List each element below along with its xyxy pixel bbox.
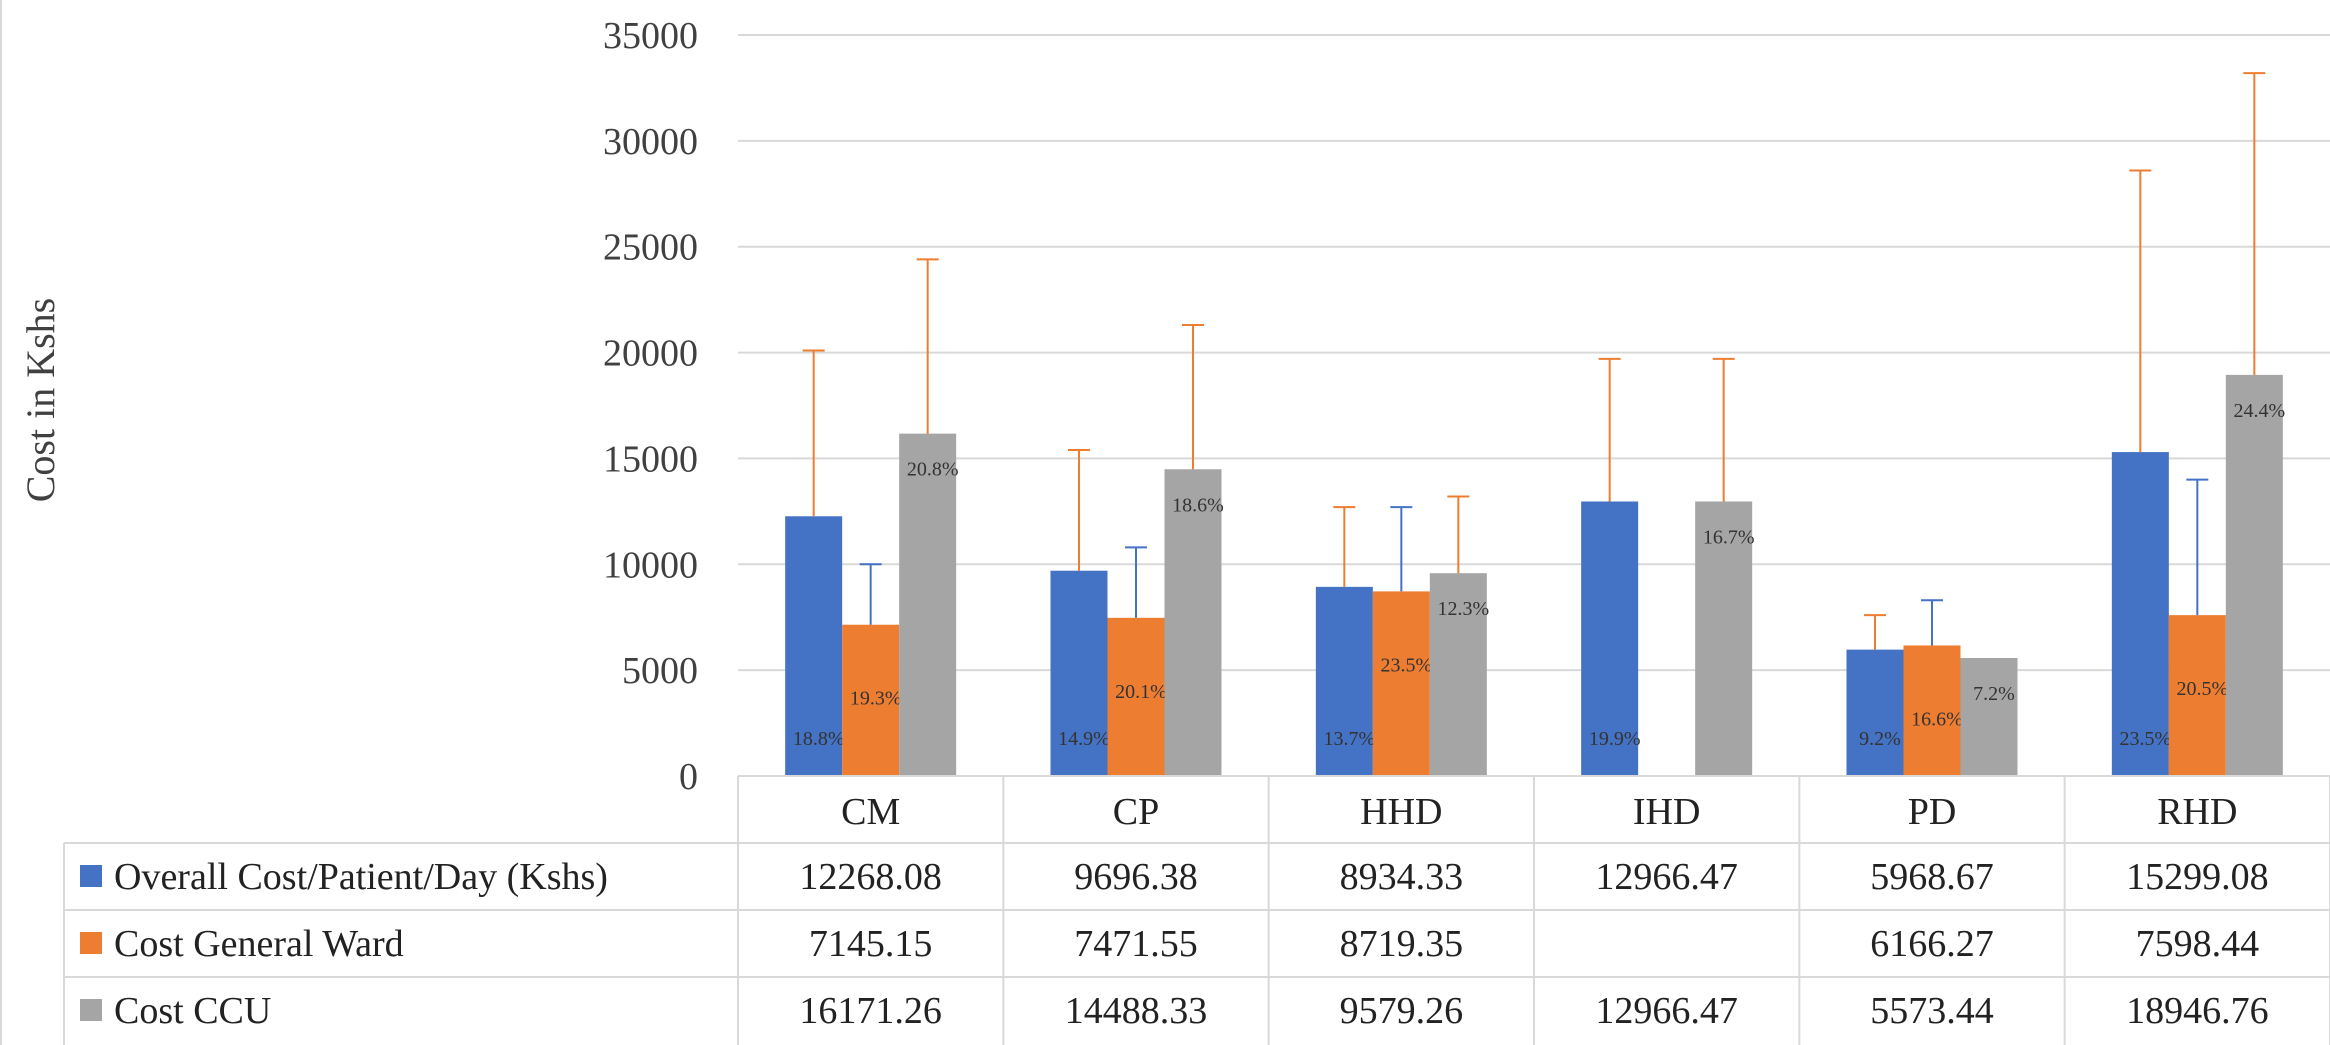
legend-swatch bbox=[80, 865, 102, 887]
table-cell: 6166.27 bbox=[1870, 923, 1994, 965]
table-cell: 9579.26 bbox=[1340, 990, 1464, 1032]
bar-2-rhd bbox=[2168, 615, 2226, 776]
table-cell: 7145.15 bbox=[809, 923, 933, 965]
y-tick-label: 35000 bbox=[603, 15, 698, 57]
bar-1-cm bbox=[785, 516, 843, 776]
bar-2-cp bbox=[1107, 617, 1165, 776]
bar-2-cm bbox=[842, 624, 900, 776]
bar-3-rhd bbox=[2225, 374, 2283, 776]
legend-label: Overall Cost/Patient/Day (Kshs) bbox=[114, 856, 608, 898]
legend-label: Cost CCU bbox=[114, 990, 271, 1032]
bar-1-ihd bbox=[1581, 501, 1639, 776]
y-tick-label: 15000 bbox=[603, 438, 698, 480]
data-label: 9.2% bbox=[1859, 728, 1901, 750]
x-tick-label: PD bbox=[1908, 791, 1957, 833]
y-tick-label: 0 bbox=[679, 756, 698, 798]
bar-1-rhd bbox=[2111, 452, 2169, 776]
data-label: 20.8% bbox=[907, 459, 959, 481]
data-label: 14.9% bbox=[1058, 728, 1110, 750]
x-tick-label: IHD bbox=[1633, 791, 1701, 833]
data-label: 24.4% bbox=[2233, 400, 2285, 422]
data-label: 19.3% bbox=[850, 688, 902, 710]
table-cell: 7598.44 bbox=[2136, 923, 2260, 965]
y-tick-label: 30000 bbox=[603, 121, 698, 163]
data-label: 23.5% bbox=[1380, 654, 1432, 676]
bar-3-cp bbox=[1164, 469, 1222, 776]
y-tick-label: 25000 bbox=[603, 227, 698, 269]
bar-1-cp bbox=[1050, 570, 1108, 776]
data-label: 20.1% bbox=[1115, 681, 1167, 703]
bar-1-pd bbox=[1846, 649, 1904, 776]
table-cell: 12268.08 bbox=[799, 856, 942, 898]
y-axis-title: Cost in Kshs bbox=[18, 298, 63, 503]
x-tick-label: CM bbox=[841, 791, 900, 833]
bar-3-pd bbox=[1960, 658, 2018, 776]
table-cell: 7471.55 bbox=[1074, 923, 1198, 965]
bar-2-pd bbox=[1903, 645, 1961, 776]
bar-3-hhd bbox=[1429, 573, 1487, 776]
table-cell: 15299.08 bbox=[2126, 856, 2269, 898]
table-cell: 5968.67 bbox=[1870, 856, 1994, 898]
bar-1-hhd bbox=[1315, 586, 1373, 776]
table-cell: 14488.33 bbox=[1065, 990, 1208, 1032]
data-label: 23.5% bbox=[2119, 728, 2171, 750]
table-cell: 5573.44 bbox=[1870, 990, 1994, 1032]
bar-3-cm bbox=[899, 433, 957, 776]
bar-3-ihd bbox=[1695, 501, 1753, 776]
table-cell: 9696.38 bbox=[1074, 856, 1198, 898]
data-label: 16.7% bbox=[1703, 526, 1755, 548]
table-cell: 18946.76 bbox=[2126, 990, 2269, 1032]
data-label: 20.5% bbox=[2176, 678, 2228, 700]
table-cell: 8719.35 bbox=[1340, 923, 1464, 965]
legend-swatch bbox=[80, 999, 102, 1021]
y-tick-label: 10000 bbox=[603, 544, 698, 586]
data-label: 7.2% bbox=[1973, 683, 2015, 705]
y-tick-label: 5000 bbox=[622, 650, 698, 692]
x-tick-label: RHD bbox=[2157, 791, 2237, 833]
y-tick-label: 20000 bbox=[603, 333, 698, 375]
legend-swatch bbox=[80, 932, 102, 954]
data-label: 19.9% bbox=[1589, 728, 1641, 750]
legend-label: Cost General Ward bbox=[114, 923, 404, 965]
table-cell: 8934.33 bbox=[1340, 856, 1464, 898]
data-label: 12.3% bbox=[1437, 598, 1489, 620]
data-label: 16.6% bbox=[1911, 708, 1963, 730]
table-cell: 12966.47 bbox=[1595, 990, 1738, 1032]
bar-2-hhd bbox=[1372, 591, 1430, 776]
x-tick-label: CP bbox=[1113, 791, 1159, 833]
table-cell: 16171.26 bbox=[799, 990, 942, 1032]
data-label: 18.6% bbox=[1172, 494, 1224, 516]
data-label: 13.7% bbox=[1323, 728, 1375, 750]
table-cell: 12966.47 bbox=[1595, 856, 1738, 898]
x-tick-label: HHD bbox=[1360, 791, 1442, 833]
data-label: 18.8% bbox=[793, 728, 845, 750]
